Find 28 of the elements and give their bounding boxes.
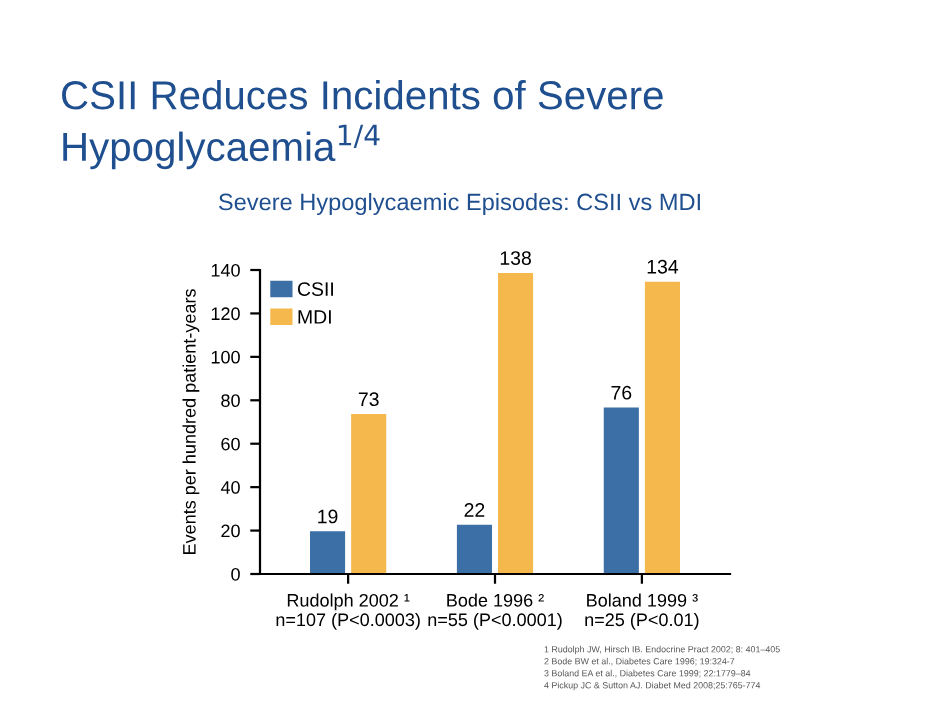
- data-label: 22: [464, 503, 485, 517]
- chart-title: CSII Reduces Incidents of Severe Hypoglycaemia$^{1/4}$: [62, 80, 663, 170]
- y-tick-label: 0: [231, 567, 240, 581]
- y-tick-label: 20: [221, 524, 240, 538]
- y-tick-label: 80: [221, 394, 240, 408]
- bar: [644, 281, 680, 574]
- data-label: 134: [647, 259, 679, 274]
- y-tick-label: 100: [211, 350, 240, 364]
- legend-label: CSII: [297, 282, 333, 296]
- x-tick-label: Boland 1999 ³ n=25 (P<0.01): [585, 593, 699, 630]
- bar: [310, 531, 346, 574]
- bar: [603, 407, 639, 574]
- x-tick-label: Rudolph 2002 ¹ n=107 (P<0.0003): [276, 593, 420, 630]
- bar: [498, 272, 534, 574]
- x-tick-label: Bode 1996 ² n=55 (P<0.0001): [428, 593, 562, 630]
- y-tick-label: 120: [211, 307, 240, 321]
- data-label: 19: [318, 509, 338, 524]
- bar: [456, 524, 492, 574]
- data-label: 76: [611, 385, 632, 400]
- y-tick-label: 60: [221, 437, 240, 451]
- y-tick-label: 140: [211, 263, 240, 277]
- data-label: 138: [500, 251, 531, 265]
- bar: [351, 414, 387, 574]
- y-axis-title: Events per hundred patient-years: [182, 289, 200, 554]
- chart-subtitle: Severe Hypoglycaemic Episodes: CSII vs MDI: [218, 193, 700, 215]
- y-tick-label: 40: [220, 481, 240, 494]
- data-label: 73: [358, 392, 379, 407]
- legend-label: MDI: [298, 310, 331, 324]
